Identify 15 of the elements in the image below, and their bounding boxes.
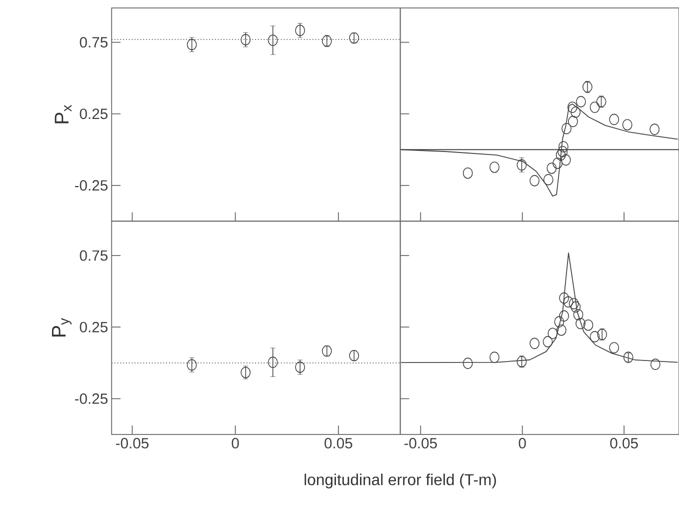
x-tick-label: 0.05 (610, 438, 638, 448)
y-tick-label: 0.75 (80, 250, 108, 261)
x-tick-label: -0.05 (404, 438, 437, 448)
x-tick-label: -0.05 (116, 438, 149, 448)
y-axis-title: P$_{x}$ (54, 104, 72, 124)
x-tick-label: 0 (518, 438, 526, 448)
x-tick-label: 0 (232, 438, 239, 448)
y-tick-label: 0.25 (80, 108, 108, 120)
y-tick-label: 0.75 (80, 37, 108, 48)
y-tick-label: 0.25 (80, 322, 108, 332)
y-axis-title: P$_{y}$ (52, 318, 72, 337)
y-tick-label: -0.25 (75, 393, 108, 404)
y-tick-label: -0.25 (75, 180, 108, 191)
x-axis-title: longitudinal error field (T-m) (304, 474, 496, 488)
x-tick-label: 0.05 (324, 438, 352, 448)
